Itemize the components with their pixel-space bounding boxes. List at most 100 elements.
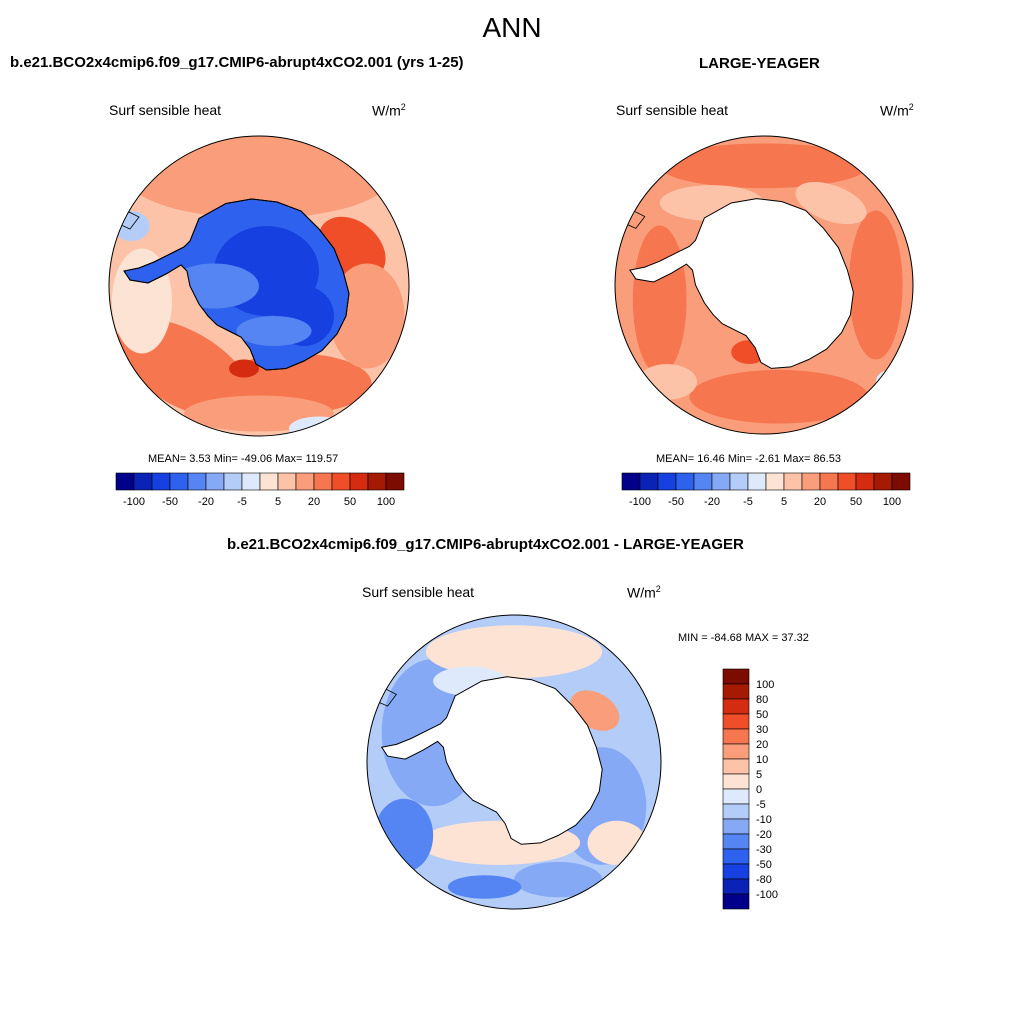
colorbar-swatch <box>891 472 911 491</box>
field-patch <box>632 225 687 375</box>
case-units: W/m2 <box>372 102 406 119</box>
colorbar-swatch <box>639 472 659 491</box>
colorbar-tick-label: 5 <box>275 496 281 508</box>
colorbar-tick-label: 50 <box>756 709 768 721</box>
colorbar-swatch <box>133 472 153 491</box>
colorbar-swatch <box>722 818 750 835</box>
colorbar-tick-label: 50 <box>850 496 862 508</box>
colorbar-swatch <box>621 472 641 491</box>
figure-title: ANN <box>482 12 542 43</box>
case-colorbar: -100 -50 -20 -5 5 20 50 100 <box>115 472 405 508</box>
obs-panel-title: LARGE-YEAGER <box>699 55 820 72</box>
colorbar-swatch <box>722 788 750 805</box>
colorbar-tick-label: 80 <box>756 694 768 706</box>
colorbar-tick-label: -50 <box>756 859 772 871</box>
colorbar-swatch <box>837 472 857 491</box>
colorbar-swatch <box>783 472 803 491</box>
land-patch <box>236 316 312 346</box>
colorbar-tick-label: 20 <box>756 739 768 751</box>
field-patch <box>689 369 869 424</box>
colorbar-swatch <box>259 472 279 491</box>
diff-stats: MIN = -84.68 MAX = 37.32 <box>678 632 809 644</box>
colorbar-tick-label: 100 <box>756 679 774 691</box>
diff-units: W/m2 <box>627 584 661 601</box>
field-patch <box>374 798 434 873</box>
colorbar-swatch <box>277 472 297 491</box>
colorbar-tick-label: 50 <box>344 496 356 508</box>
colorbar-swatch <box>722 878 750 895</box>
colorbar-swatch <box>675 472 695 491</box>
colorbar-swatch <box>722 848 750 865</box>
colorbar-swatch <box>722 833 750 850</box>
field-patch <box>514 861 603 898</box>
colorbar-swatch <box>151 472 171 491</box>
antarctica-landmass <box>629 198 854 369</box>
colorbar-swatch <box>801 472 821 491</box>
case-panel-title: b.e21.BCO2x4cmip6.f09_g17.CMIP6-abrupt4x… <box>10 54 464 71</box>
field-patch <box>875 369 906 394</box>
colorbar-swatch <box>722 743 750 760</box>
field-patch <box>289 416 349 436</box>
colorbar-tick-label: -50 <box>162 496 178 508</box>
colorbar-swatch <box>722 893 750 910</box>
colorbar-tick-label: 10 <box>756 754 768 766</box>
diff-panel-title: b.e21.BCO2x4cmip6.f09_g17.CMIP6-abrupt4x… <box>227 536 744 553</box>
colorbar-swatch <box>331 472 351 491</box>
colorbar-tick-label: -100 <box>123 496 145 508</box>
colorbar-tick-label: 0 <box>756 784 762 796</box>
colorbar-swatch <box>722 683 750 700</box>
colorbar-tick-label: -20 <box>198 496 214 508</box>
field-patch <box>659 143 869 189</box>
field-patch <box>848 210 903 360</box>
colorbar-swatch <box>722 863 750 880</box>
diff-polar-map <box>366 614 662 910</box>
diff-field-label: Surf sensible heat <box>362 584 475 600</box>
obs-stats: MEAN= 16.46 Min= -2.61 Max= 86.53 <box>656 453 841 465</box>
colorbar-tick-label: 100 <box>883 496 901 508</box>
field-patch <box>229 359 259 378</box>
colorbar-swatch <box>722 728 750 745</box>
obs-colorbar: -100 -50 -20 -5 5 20 50 100 <box>621 472 911 508</box>
colorbar-tick-label: -20 <box>704 496 720 508</box>
colorbar-tick-label: 100 <box>377 496 395 508</box>
colorbar-swatch <box>855 472 875 491</box>
colorbar-swatch <box>295 472 315 491</box>
field-patch <box>113 211 150 241</box>
colorbar-swatch <box>873 472 893 491</box>
colorbar-swatch <box>722 668 750 685</box>
case-stats: MEAN= 3.53 Min= -49.06 Max= 119.57 <box>148 453 339 465</box>
field-patch <box>795 181 867 225</box>
map-border <box>614 135 914 435</box>
obs-field-label: Surf sensible heat <box>616 102 729 118</box>
colorbar-tick-label: 20 <box>814 496 826 508</box>
obs-polar-map <box>614 135 914 435</box>
colorbar-tick-label: -50 <box>668 496 684 508</box>
colorbar-swatch <box>722 698 750 715</box>
colorbar-swatch <box>729 472 749 491</box>
colorbar-tick-label: -5 <box>756 799 766 811</box>
map-border <box>108 135 410 437</box>
colorbar-swatch <box>722 713 750 730</box>
colorbar-swatch <box>313 472 333 491</box>
case-field-label: Surf sensible heat <box>109 102 222 118</box>
colorbar-swatch <box>765 472 785 491</box>
colorbar-swatch <box>223 472 243 491</box>
field-patch <box>447 875 522 899</box>
antarctica-landmass <box>380 676 603 845</box>
colorbar-swatch <box>367 472 387 491</box>
colorbar-tick-label: -10 <box>756 814 772 826</box>
colorbar-swatch <box>693 472 713 491</box>
field-patch <box>425 625 603 679</box>
colorbar-tick-label: -80 <box>756 874 772 886</box>
colorbar-tick-label: 5 <box>756 769 762 781</box>
colorbar-swatch <box>115 472 135 491</box>
colorbar-swatch <box>385 472 405 491</box>
colorbar-swatch <box>819 472 839 491</box>
colorbar-tick-label: -5 <box>237 496 247 508</box>
obs-units: W/m2 <box>880 102 914 119</box>
field-patch <box>637 363 697 400</box>
colorbar-swatch <box>711 472 731 491</box>
map-border <box>366 614 662 910</box>
colorbar-tick-label: 5 <box>781 496 787 508</box>
